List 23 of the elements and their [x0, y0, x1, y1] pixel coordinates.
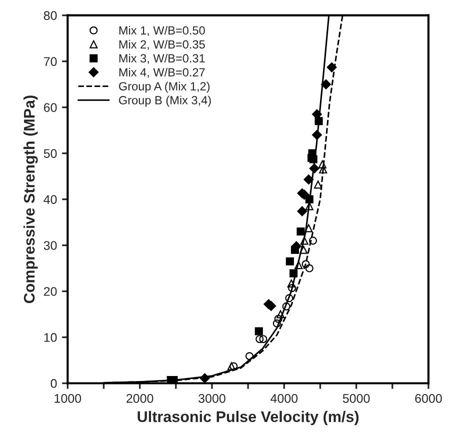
x-tick-label: 3000	[198, 394, 226, 403]
y-axis-title: Compressive Strength (MPa)	[23, 96, 38, 304]
y-tick-label: 70	[44, 57, 57, 66]
legend-label: Mix 3, W/B=0.31	[119, 54, 205, 64]
y-tick-label: 10	[44, 333, 57, 342]
legend-label: Mix 1, W/B=0.50	[119, 26, 205, 36]
legend-label: Mix 4, W/B=0.27	[119, 68, 205, 78]
y-tick-label: 30	[44, 241, 57, 250]
x-tick-label: 6000	[415, 394, 442, 403]
x-tick-label: 5000	[342, 394, 370, 403]
legend-label: Group B (Mix 3,4)	[119, 96, 211, 107]
x-tick-label: 4000	[270, 394, 298, 403]
legend-label: Mix 2, W/B=0.35	[119, 40, 205, 50]
y-tick-label: 20	[44, 287, 57, 296]
x-tick-label: 1000	[54, 394, 82, 403]
y-tick-label: 0	[50, 379, 57, 388]
x-tick-label: 2000	[126, 394, 154, 403]
y-tick-label: 60	[44, 103, 57, 112]
y-tick-label: 40	[44, 195, 57, 204]
y-tick-label: 80	[44, 11, 57, 20]
y-tick-label: 50	[44, 149, 57, 158]
x-axis-title: Ultrasonic Pulse Velocity (m/s)	[138, 410, 359, 426]
legend-label: Group A (Mix 1,2)	[119, 82, 210, 93]
